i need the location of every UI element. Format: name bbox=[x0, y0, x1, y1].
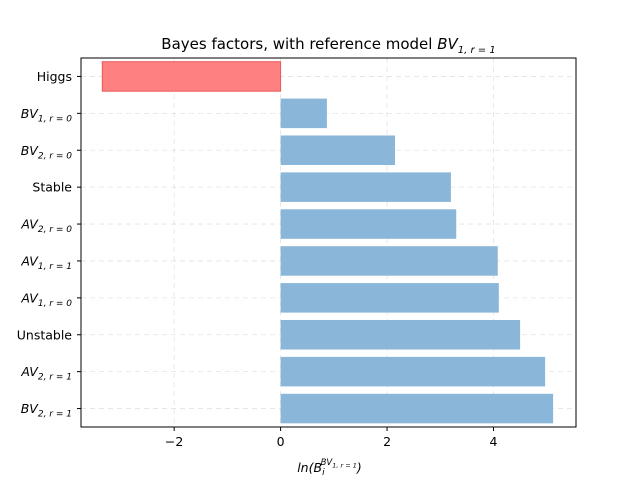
x-tick-label: 0 bbox=[277, 434, 285, 449]
y-tick-label: Stable bbox=[32, 180, 72, 195]
bar-av-1-r-0 bbox=[280, 283, 499, 313]
x-tick-label: 2 bbox=[383, 434, 391, 449]
bars bbox=[101, 61, 554, 424]
ticks: −2 0 2 4 Higgs BV1, r = 0 BV2, r = 0 Stable AV2,… bbox=[17, 69, 498, 449]
y-tick-label: AV1, r = 0 bbox=[20, 290, 72, 309]
chart-title: Bayes factors, with reference model BV1,… bbox=[161, 35, 495, 56]
y-tick-label: BV2, r = 0 bbox=[21, 143, 73, 162]
y-tick-label: Higgs bbox=[37, 69, 72, 84]
bar-bv-2-r-0 bbox=[280, 135, 396, 166]
x-axis-label: ln(BiBV1, r = 1) bbox=[297, 458, 362, 478]
plot-frame bbox=[80, 57, 577, 428]
bar-stable bbox=[280, 172, 451, 202]
x-tick-label: −2 bbox=[165, 434, 183, 449]
bar-av-2-r-1 bbox=[280, 356, 546, 387]
y-tick-label: AV1, r = 1 bbox=[20, 253, 72, 272]
y-tick-label: AV2, r = 1 bbox=[20, 364, 72, 383]
x-tick-label: 4 bbox=[490, 434, 498, 449]
bar-bv-1-r-0 bbox=[280, 98, 327, 129]
bar-bv-2-r-1 bbox=[280, 393, 554, 424]
y-tick-label: Unstable bbox=[17, 327, 73, 342]
y-tick-label: BV1, r = 0 bbox=[21, 106, 73, 125]
bar-av-2-r-0 bbox=[280, 209, 457, 239]
bar-unstable bbox=[280, 319, 521, 350]
y-tick-label: BV2, r = 1 bbox=[21, 401, 72, 420]
bar-higgs bbox=[101, 61, 282, 92]
y-tick-label: AV2, r = 0 bbox=[20, 217, 72, 236]
bar-av-1-r-1 bbox=[280, 246, 498, 276]
